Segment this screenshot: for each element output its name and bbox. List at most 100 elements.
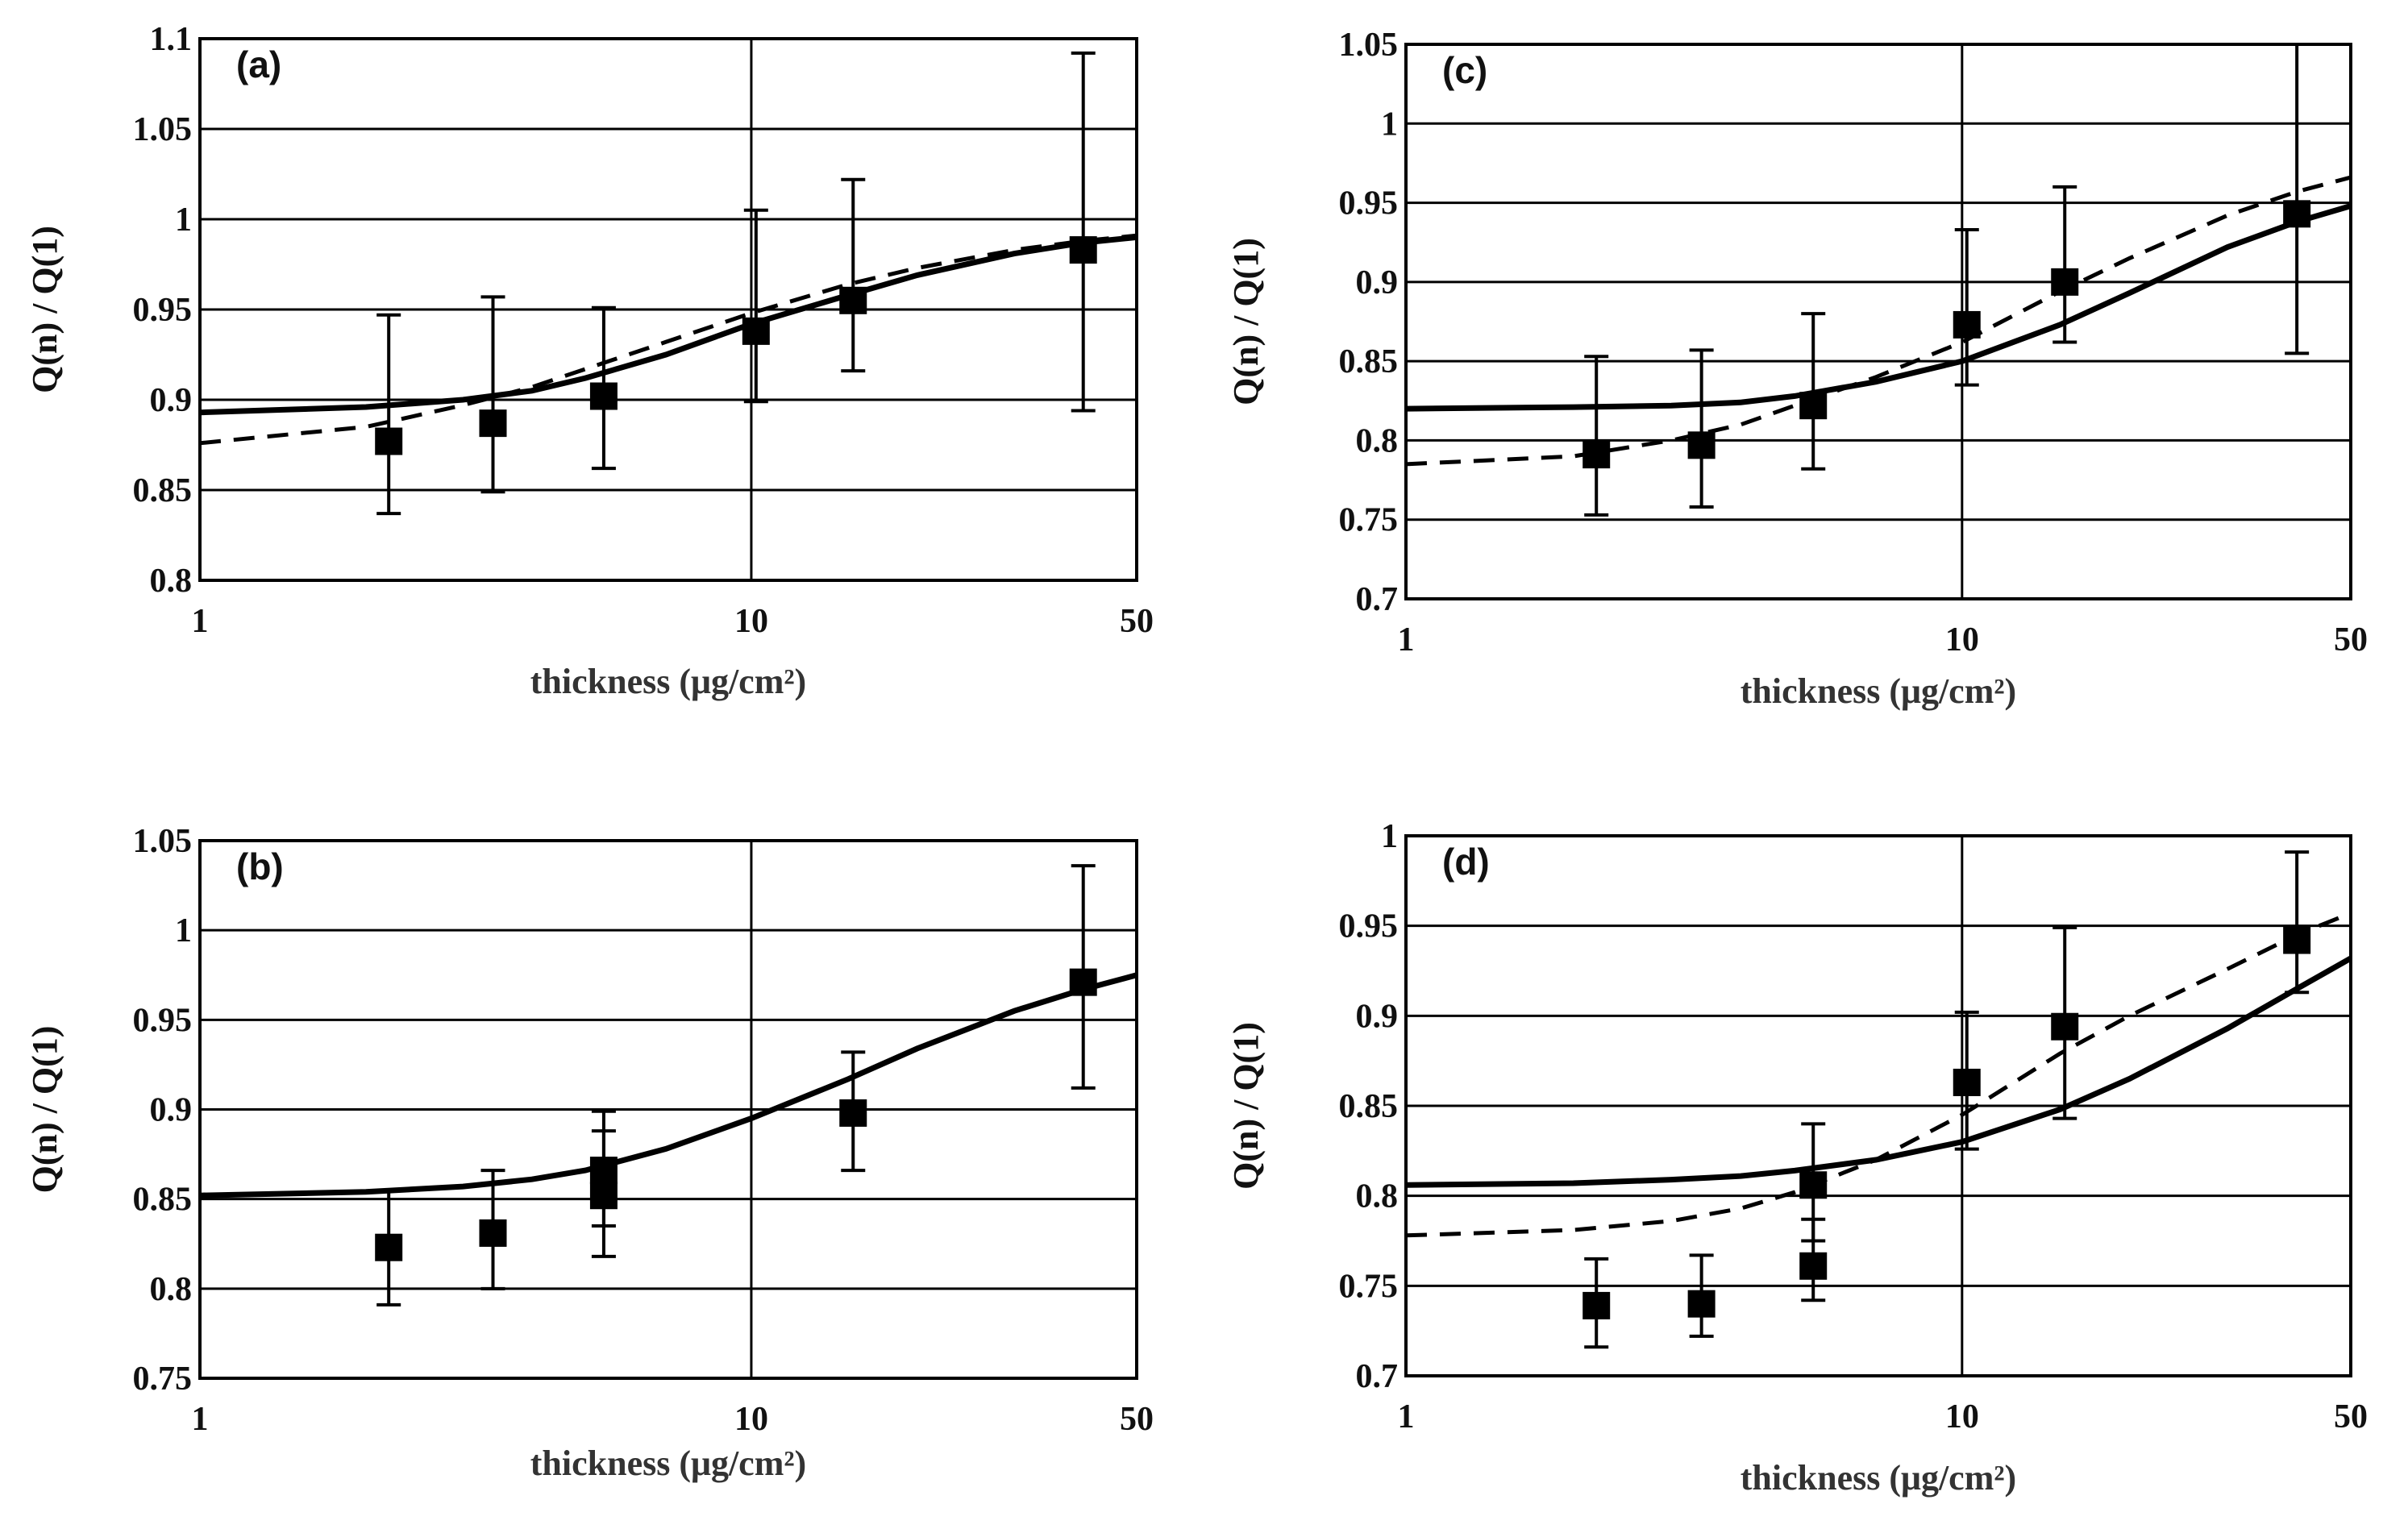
x-tick-label: 1 <box>192 1401 209 1438</box>
y-tick-label: 0.9 <box>1356 264 1399 301</box>
y-tick-label: 0.9 <box>150 382 193 419</box>
y-tick-label: 1 <box>1381 106 1398 143</box>
error-bar <box>1584 355 1609 517</box>
data-point <box>589 382 618 410</box>
y-tick-label: 0.7 <box>1356 1358 1399 1395</box>
y-tick-label: 1 <box>175 912 192 949</box>
data-point <box>1799 392 1828 420</box>
data-point <box>2051 1012 2079 1041</box>
solid-curve <box>1405 955 2352 1188</box>
panel-d: 0.7 0.75 0.8 0.85 0.9 0.95 1 1 10 50 (d) thickness … <box>1226 818 2368 1498</box>
plot-frame <box>1404 43 2352 600</box>
error-bar <box>1071 51 1096 413</box>
data-point <box>589 1157 618 1185</box>
error-bar <box>1954 227 1979 387</box>
y-tick-label: 0.85 <box>133 472 193 509</box>
data-point <box>839 1099 867 1127</box>
data-point <box>839 286 867 314</box>
error-bar <box>2285 43 2310 355</box>
x-axis-title: thickness (μg/cm²) <box>1740 1458 2016 1498</box>
error-bar <box>841 177 866 373</box>
data-point <box>479 409 507 438</box>
x-tick-label: 50 <box>2334 1398 2368 1435</box>
x-tick-label: 1 <box>1398 1398 1415 1435</box>
y-tick-label: 0.75 <box>1339 1268 1399 1305</box>
data-point <box>375 1233 403 1261</box>
error-bar <box>2285 850 2310 995</box>
y-tick-label: 0.85 <box>1339 343 1399 380</box>
y-tick-label: 0.8 <box>1356 422 1399 459</box>
y-tick-label: 0.95 <box>1339 908 1399 945</box>
x-tick-label: 10 <box>734 603 768 640</box>
y-tick-label: 0.8 <box>150 563 193 600</box>
data-point <box>2051 268 2079 296</box>
y-tick-label: 0.8 <box>1356 1178 1399 1215</box>
plot-frame <box>198 839 1138 1380</box>
data-point <box>742 317 770 345</box>
panel-label: (a) <box>236 44 281 85</box>
y-tick-label: 0.7 <box>1356 581 1399 618</box>
error-bar <box>743 208 768 404</box>
plot-frame <box>1404 834 2352 1377</box>
panel-c: 0.7 0.75 0.8 0.85 0.9 0.95 1 1.05 1 10 50 (c) thickn… <box>1226 27 2368 711</box>
y-tick-label: 1.05 <box>133 111 193 148</box>
y-tick-label: 0.85 <box>133 1182 193 1219</box>
solid-curve <box>199 972 1137 1199</box>
y-tick-label: 1 <box>1381 818 1398 855</box>
dashed-curve <box>199 233 1137 446</box>
data-point <box>1582 1291 1611 1319</box>
y-tick-label: 0.95 <box>133 292 193 329</box>
error-bar <box>480 295 505 494</box>
y-tick-label: 0.9 <box>150 1092 193 1129</box>
data-point <box>1069 968 1097 996</box>
x-tick-label: 50 <box>2334 621 2368 658</box>
y-tick-label: 0.85 <box>1339 1088 1399 1125</box>
x-tick-label: 1 <box>192 603 209 640</box>
x-axis-title: thickness (μg/cm²) <box>530 662 806 701</box>
data-point <box>1069 236 1097 264</box>
panel-a: 0.8 0.85 0.9 0.95 1 1.05 1.1 1 10 50 (a) thickness … <box>25 21 1154 701</box>
y-tick-label: 1.1 <box>150 21 193 58</box>
data-point <box>2283 200 2311 228</box>
y-tick-label: 0.95 <box>1339 185 1399 222</box>
y-axis-title: Q(n) / Q(1) <box>25 1026 64 1194</box>
data-point <box>1953 310 1981 339</box>
panel-label: (b) <box>236 845 284 887</box>
data-point <box>375 427 403 455</box>
y-tick-label: 1.05 <box>133 823 193 860</box>
y-tick-label: 0.95 <box>133 1002 193 1039</box>
dashed-curve <box>1405 175 2352 467</box>
x-tick-label: 50 <box>1120 603 1154 640</box>
y-tick-label: 0.75 <box>1339 502 1399 539</box>
x-tick-label: 50 <box>1120 1401 1154 1438</box>
x-axis-title: thickness (μg/cm²) <box>530 1444 806 1483</box>
panel-label: (c) <box>1442 49 1487 91</box>
y-axis-title: Q(n) / Q(1) <box>1226 1022 1266 1190</box>
y-tick-label: 1 <box>175 201 192 239</box>
y-tick-label: 0.9 <box>1356 998 1399 1035</box>
data-point <box>1953 1068 1981 1096</box>
data-point <box>2283 926 2311 954</box>
data-point <box>1687 431 1716 459</box>
panel-b: 0.75 0.8 0.85 0.9 0.95 1 1.05 1 10 50 (b) thickness… <box>25 823 1154 1483</box>
x-tick-label: 10 <box>734 1401 768 1438</box>
data-point <box>479 1219 507 1247</box>
error-bar <box>1801 312 1826 471</box>
data-point <box>1687 1290 1716 1318</box>
data-point <box>1799 1252 1828 1280</box>
error-bar <box>1689 348 1714 509</box>
x-tick-label: 10 <box>1945 621 1979 658</box>
error-bar <box>2052 185 2077 344</box>
panel-label: (d) <box>1442 841 1490 883</box>
error-bar <box>376 313 401 516</box>
y-axis-title: Q(n) / Q(1) <box>25 226 64 393</box>
data-point <box>1582 441 1611 469</box>
solid-curve <box>1405 203 2352 412</box>
x-tick-label: 10 <box>1945 1398 1979 1435</box>
y-tick-label: 0.75 <box>133 1361 193 1398</box>
y-axis-title: Q(n) / Q(1) <box>1226 238 1266 405</box>
solid-curve <box>199 234 1137 416</box>
dashed-curve <box>1405 911 2352 1238</box>
x-tick-label: 1 <box>1398 621 1415 658</box>
